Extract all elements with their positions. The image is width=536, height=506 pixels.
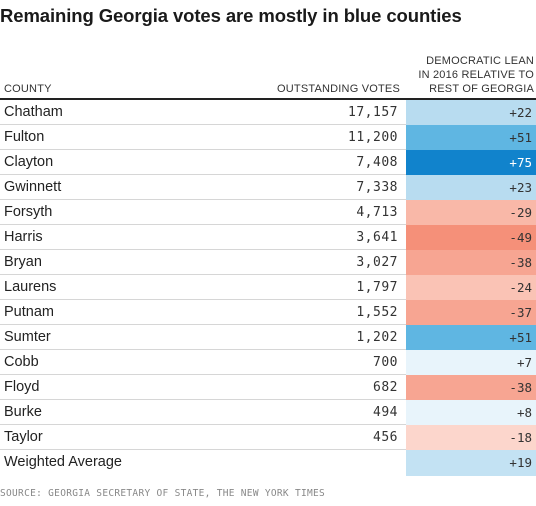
header-county: COUNTY [4, 83, 52, 95]
county-name: Laurens [4, 279, 57, 295]
header-outstanding-votes: OUTSTANDING VOTES [277, 83, 400, 95]
table-row: Taylor 456 -18 [0, 425, 536, 450]
header-democratic-lean: DEMOCRATIC LEAN IN 2016 RELATIVE TO REST… [406, 54, 534, 96]
outstanding-votes-value: 700 [373, 355, 398, 370]
outstanding-votes-value: 4,713 [356, 205, 398, 220]
table-row: Gwinnett 7,338 +23 [0, 175, 536, 200]
democratic-lean-value: -29 [406, 200, 536, 225]
chart-title: Remaining Georgia votes are mostly in bl… [0, 5, 462, 26]
header-lean-line-2: IN 2016 RELATIVE TO [418, 69, 534, 81]
democratic-lean-value: +8 [406, 400, 536, 425]
county-name: Burke [4, 404, 42, 420]
county-name: Harris [4, 229, 43, 245]
table-row: Clayton 7,408 +75 [0, 150, 536, 175]
table-row: Bryan 3,027 -38 [0, 250, 536, 275]
democratic-lean-value: +51 [406, 325, 536, 350]
democratic-lean-value: -18 [406, 425, 536, 450]
table-row: Forsyth 4,713 -29 [0, 200, 536, 225]
table-row: Laurens 1,797 -24 [0, 275, 536, 300]
county-name: Fulton [4, 129, 45, 145]
democratic-lean-value: +75 [406, 150, 536, 175]
table-row: Chatham 17,157 +22 [0, 100, 536, 125]
county-name: Clayton [4, 154, 54, 170]
democratic-lean-value: -38 [406, 375, 536, 400]
outstanding-votes-value: 456 [373, 430, 398, 445]
democratic-lean-value: -37 [406, 300, 536, 325]
outstanding-votes-value: 1,202 [356, 330, 398, 345]
header-lean-line-3: REST OF GEORGIA [429, 83, 534, 95]
democratic-lean-value: +19 [406, 450, 536, 476]
democratic-lean-value: +51 [406, 125, 536, 150]
table-row: Weighted Average +19 [0, 450, 536, 476]
county-name: Weighted Average [4, 454, 122, 470]
table-row: Fulton 11,200 +51 [0, 125, 536, 150]
outstanding-votes-value: 3,641 [356, 230, 398, 245]
outstanding-votes-value: 682 [373, 380, 398, 395]
table-row: Putnam 1,552 -37 [0, 300, 536, 325]
democratic-lean-value: +23 [406, 175, 536, 200]
county-name: Forsyth [4, 204, 53, 220]
table-row: Harris 3,641 -49 [0, 225, 536, 250]
outstanding-votes-value: 7,338 [356, 180, 398, 195]
county-name: Gwinnett [4, 179, 62, 195]
outstanding-votes-value: 3,027 [356, 255, 398, 270]
outstanding-votes-value: 17,157 [348, 105, 398, 120]
county-name: Taylor [4, 429, 43, 445]
table-row: Cobb 700 +7 [0, 350, 536, 375]
county-name: Chatham [4, 104, 63, 120]
county-name: Floyd [4, 379, 40, 395]
outstanding-votes-value: 7,408 [356, 155, 398, 170]
outstanding-votes-value: 494 [373, 405, 398, 420]
outstanding-votes-value: 1,797 [356, 280, 398, 295]
table-row: Floyd 682 -38 [0, 375, 536, 400]
table-row: Burke 494 +8 [0, 400, 536, 425]
democratic-lean-value: -49 [406, 225, 536, 250]
democratic-lean-value: -38 [406, 250, 536, 275]
county-name: Bryan [4, 254, 42, 270]
table-row: Sumter 1,202 +51 [0, 325, 536, 350]
header-lean-line-1: DEMOCRATIC LEAN [426, 55, 534, 67]
democratic-lean-value: +7 [406, 350, 536, 375]
header-rule [0, 98, 536, 100]
democratic-lean-value: +22 [406, 100, 536, 125]
county-name: Putnam [4, 304, 54, 320]
democratic-lean-value: -24 [406, 275, 536, 300]
table-body: Chatham 17,157 +22 Fulton 11,200 +51 Clayton 7,… [0, 100, 536, 476]
outstanding-votes-value: 1,552 [356, 305, 398, 320]
outstanding-votes-value: 11,200 [348, 130, 398, 145]
county-name: Sumter [4, 329, 51, 345]
county-name: Cobb [4, 354, 39, 370]
source-note: SOURCE: GEORGIA SECRETARY OF STATE, THE … [0, 488, 326, 499]
